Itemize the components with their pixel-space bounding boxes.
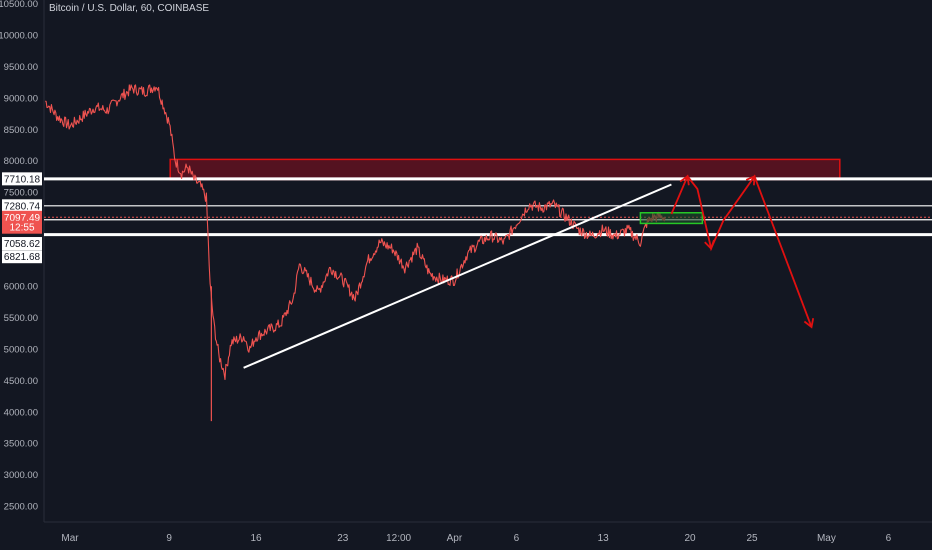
- y-tick-label: 10500.00: [0, 0, 38, 10]
- arrow-head-up-2: [745, 174, 756, 186]
- x-tick-label: 12:00: [386, 533, 411, 544]
- x-tick-label: 9: [166, 533, 172, 544]
- y-tick-label: 9500.00: [4, 62, 38, 73]
- price-tag: [2, 210, 42, 224]
- price-series-line: [45, 84, 666, 381]
- x-tick-label: Mar: [61, 533, 79, 544]
- y-tick-label: 8500.00: [4, 125, 38, 136]
- y-tick-label: 6000.00: [4, 282, 38, 293]
- projection-path: [670, 174, 813, 328]
- y-tick-label: 9000.00: [4, 93, 38, 104]
- x-tick-label: Apr: [447, 533, 463, 544]
- x-tick-label: 23: [337, 533, 349, 544]
- price-tag-label: 7058.62: [4, 239, 41, 250]
- x-tick-label: 25: [746, 533, 758, 544]
- price-tag: [2, 250, 42, 264]
- x-tick-label: 13: [598, 533, 610, 544]
- y-tick-label: 4000.00: [4, 407, 38, 418]
- x-tick-label: 20: [684, 533, 696, 544]
- trendline: [243, 183, 672, 369]
- y-tick-label: 10000.00: [0, 31, 38, 42]
- price-tag: [2, 172, 42, 186]
- price-tag: [2, 220, 42, 234]
- price-tag: [2, 237, 42, 251]
- support-zone: [639, 212, 704, 225]
- arrow-head-down-2: [803, 318, 815, 329]
- price-tag-label: 12:55: [9, 223, 34, 234]
- y-tick-label: 5500.00: [4, 313, 38, 324]
- price-tag-label: 7097.49: [4, 213, 41, 224]
- price-tag: [2, 199, 42, 213]
- x-tick-label: 6: [514, 533, 520, 544]
- price-tag-label: 6821.68: [4, 252, 41, 263]
- arrow-head-up-1: [679, 174, 690, 186]
- y-tick-label: 7500.00: [4, 188, 38, 199]
- resistance-zone: [169, 158, 841, 181]
- y-tick-label: 3000.00: [4, 470, 38, 481]
- price-tag-label: 7710.18: [4, 174, 41, 185]
- x-tick-label: May: [817, 533, 836, 544]
- x-tick-label: 16: [250, 533, 262, 544]
- arrow-head-down-1: [704, 239, 715, 251]
- y-tick-label: 8000.00: [4, 156, 38, 167]
- y-tick-label: 5000.00: [4, 344, 38, 355]
- y-tick-label: 3500.00: [4, 439, 38, 450]
- y-tick-label: 4500.00: [4, 376, 38, 387]
- y-tick-label: 2500.00: [4, 501, 38, 512]
- chart-title: Bitcoin / U.S. Dollar, 60, COINBASE: [49, 3, 210, 14]
- x-tick-label: 6: [886, 533, 892, 544]
- price-tag-label: 7280.74: [4, 201, 41, 212]
